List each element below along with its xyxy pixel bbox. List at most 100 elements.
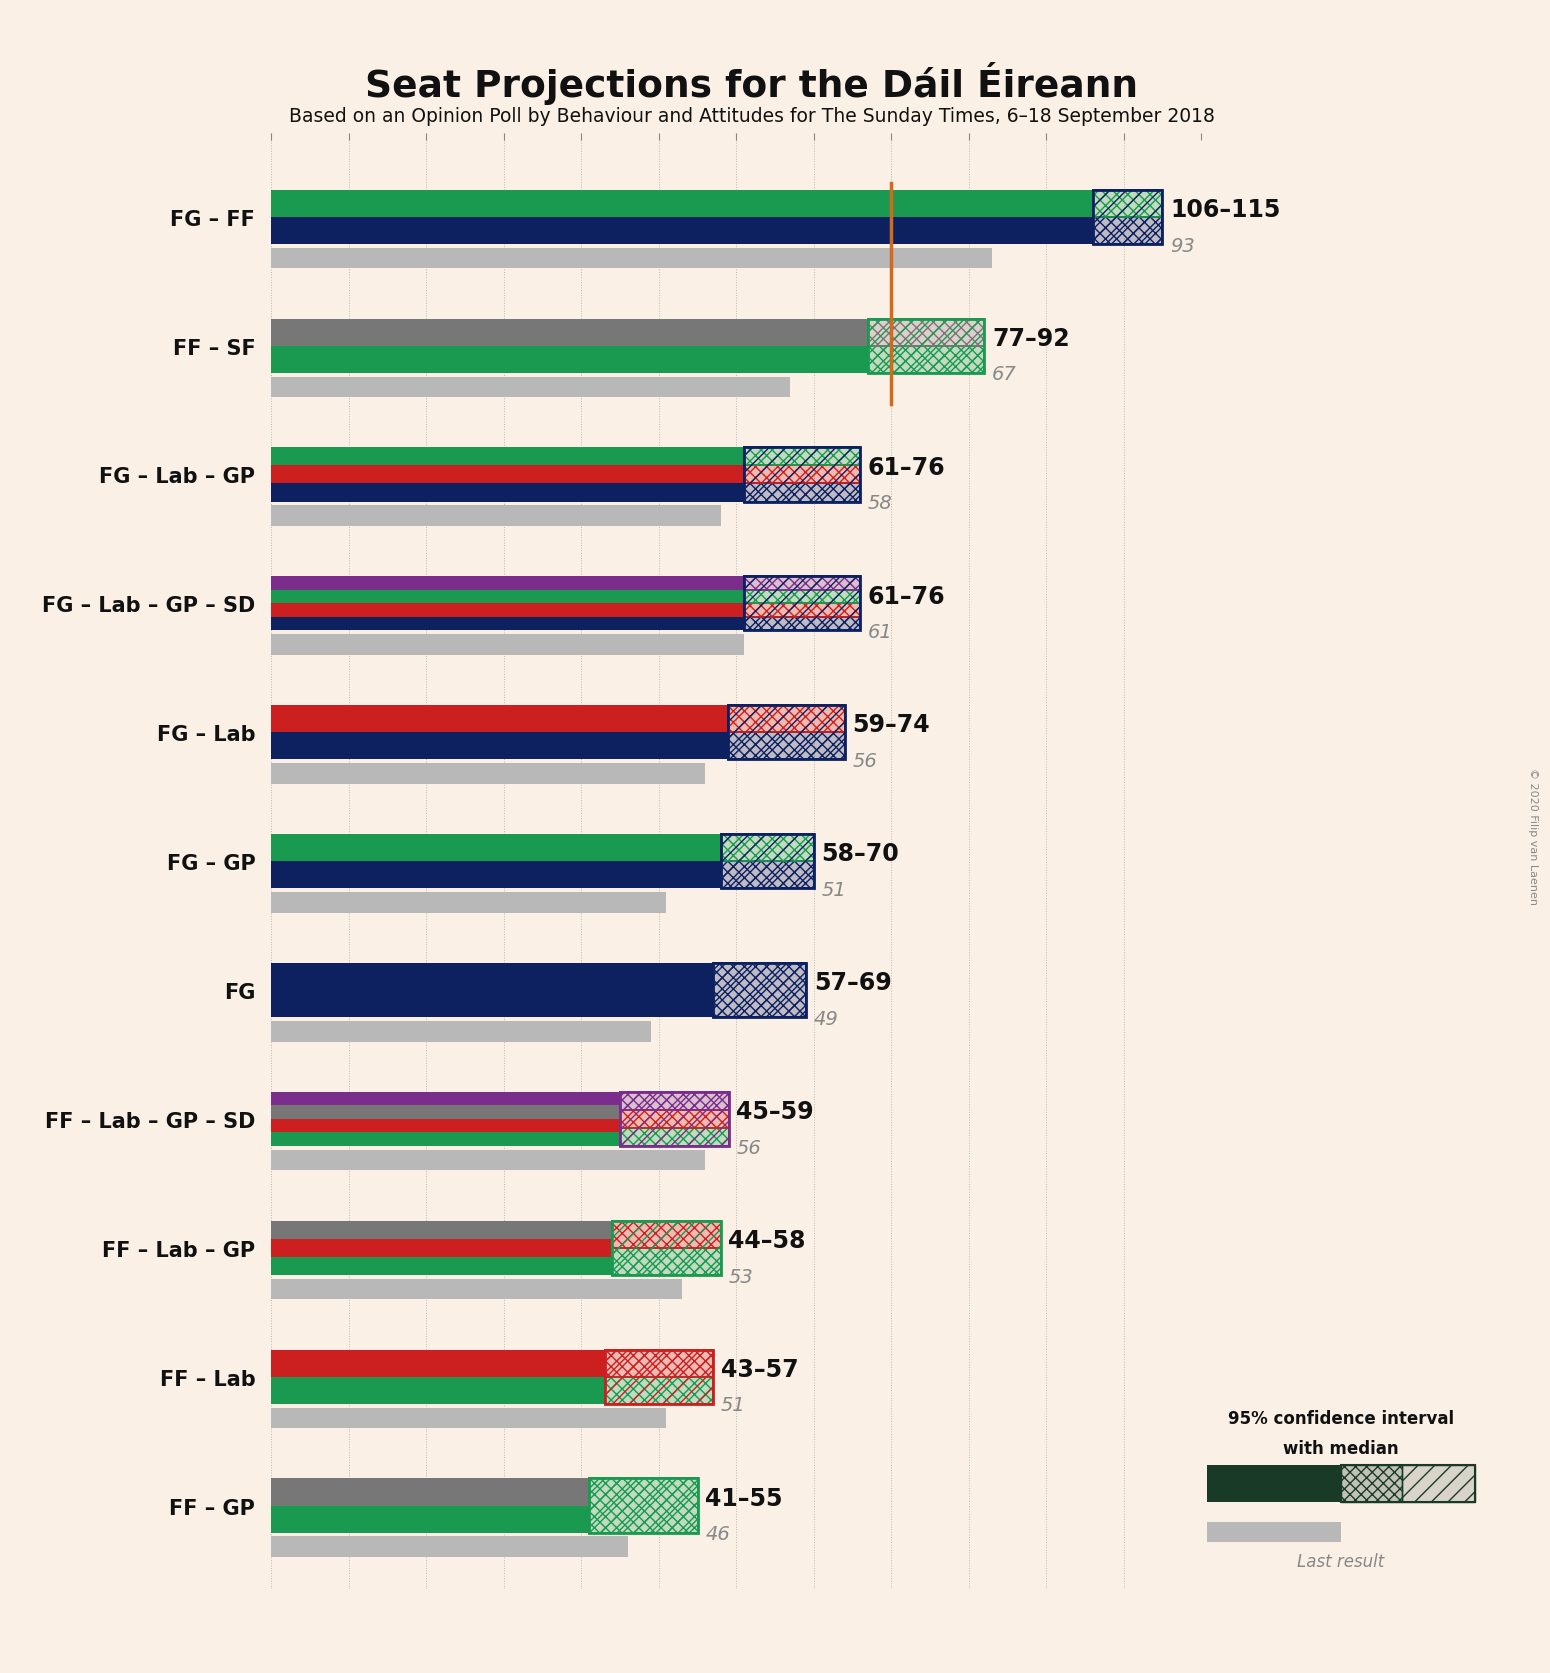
Bar xyxy=(744,483,860,502)
Text: 41–55: 41–55 xyxy=(705,1486,783,1511)
Text: Based on an Opinion Poll by Behaviour and Attitudes for The Sunday Times, 6–18 S: Based on an Opinion Poll by Behaviour an… xyxy=(288,107,1215,125)
Text: 56: 56 xyxy=(853,751,877,771)
Bar xyxy=(271,448,744,467)
Bar xyxy=(271,1506,589,1532)
Bar xyxy=(721,835,814,862)
Bar xyxy=(744,604,860,617)
Text: 45–59: 45–59 xyxy=(736,1099,814,1124)
Bar xyxy=(620,1092,728,1146)
Bar xyxy=(713,964,806,1017)
Bar xyxy=(620,1128,728,1146)
Bar xyxy=(612,1221,721,1248)
Bar xyxy=(271,1278,682,1300)
Bar xyxy=(744,467,860,483)
Bar xyxy=(1207,1466,1341,1502)
Bar xyxy=(744,591,860,604)
Bar xyxy=(620,1128,728,1146)
Text: 43–57: 43–57 xyxy=(721,1357,798,1382)
Bar xyxy=(271,591,744,604)
Bar xyxy=(589,1479,698,1532)
Bar xyxy=(589,1479,698,1532)
Bar xyxy=(604,1377,713,1404)
Bar xyxy=(271,1149,705,1171)
Bar xyxy=(271,1092,620,1106)
Bar xyxy=(728,733,845,760)
Bar xyxy=(271,217,1093,244)
Text: with median: with median xyxy=(1283,1439,1398,1457)
Text: 93: 93 xyxy=(1170,236,1195,256)
Bar xyxy=(868,320,984,373)
Bar xyxy=(721,862,814,888)
Bar xyxy=(728,706,845,733)
Bar xyxy=(271,1221,612,1240)
Bar xyxy=(744,448,860,502)
Text: Seat Projections for the Dáil Éireann: Seat Projections for the Dáil Éireann xyxy=(366,62,1138,105)
Bar xyxy=(620,1092,728,1111)
Text: 59–74: 59–74 xyxy=(853,713,930,738)
Bar xyxy=(744,448,860,467)
Bar xyxy=(271,763,705,785)
Bar xyxy=(868,320,984,346)
Bar xyxy=(604,1350,713,1404)
Text: 61: 61 xyxy=(868,622,893,642)
Text: 77–92: 77–92 xyxy=(992,326,1070,351)
Bar xyxy=(604,1350,713,1404)
Bar xyxy=(728,733,845,760)
Bar xyxy=(271,1479,589,1506)
Bar xyxy=(868,320,984,373)
Bar xyxy=(271,706,728,733)
Bar xyxy=(1093,191,1162,217)
Bar xyxy=(589,1479,698,1532)
Bar xyxy=(271,1021,651,1042)
Bar xyxy=(271,249,992,269)
Bar xyxy=(721,862,814,888)
Text: 53: 53 xyxy=(728,1266,753,1287)
Bar xyxy=(744,591,860,604)
Bar xyxy=(744,448,860,502)
Bar xyxy=(1093,191,1162,244)
Bar xyxy=(271,1133,620,1146)
Text: 67: 67 xyxy=(992,365,1017,385)
Bar xyxy=(1341,1466,1403,1502)
Bar xyxy=(1207,1522,1341,1543)
Bar xyxy=(612,1248,721,1275)
Text: 58–70: 58–70 xyxy=(822,842,899,867)
Bar xyxy=(612,1248,721,1275)
Bar xyxy=(721,835,814,888)
Text: 51: 51 xyxy=(822,880,846,900)
Bar xyxy=(620,1092,728,1146)
Bar xyxy=(271,1240,612,1256)
Bar xyxy=(728,706,845,760)
Bar xyxy=(271,1536,628,1558)
Text: 44–58: 44–58 xyxy=(728,1228,806,1253)
Bar xyxy=(271,733,728,760)
Bar xyxy=(1341,1466,1403,1502)
Text: 95% confidence interval: 95% confidence interval xyxy=(1228,1409,1454,1427)
Bar xyxy=(271,1106,620,1119)
Bar xyxy=(744,448,860,467)
Bar xyxy=(271,378,790,398)
Bar xyxy=(744,467,860,483)
Bar xyxy=(271,862,721,888)
Text: 51: 51 xyxy=(721,1395,746,1415)
Bar xyxy=(271,634,744,656)
Text: 57–69: 57–69 xyxy=(814,970,891,995)
Bar xyxy=(620,1111,728,1128)
Text: 56: 56 xyxy=(736,1138,761,1158)
Bar xyxy=(713,964,806,1017)
Bar xyxy=(271,467,744,483)
Bar xyxy=(744,577,860,631)
Text: 46: 46 xyxy=(705,1524,730,1544)
Bar xyxy=(612,1221,721,1275)
Text: 61–76: 61–76 xyxy=(868,455,946,480)
Bar xyxy=(271,1256,612,1275)
Bar xyxy=(728,706,845,760)
Text: 58: 58 xyxy=(868,494,893,514)
Bar xyxy=(271,604,744,617)
Bar xyxy=(1093,217,1162,244)
Bar xyxy=(271,892,666,913)
Bar xyxy=(271,507,721,527)
Bar xyxy=(1093,191,1162,217)
Bar xyxy=(744,604,860,617)
Bar xyxy=(271,1350,604,1377)
